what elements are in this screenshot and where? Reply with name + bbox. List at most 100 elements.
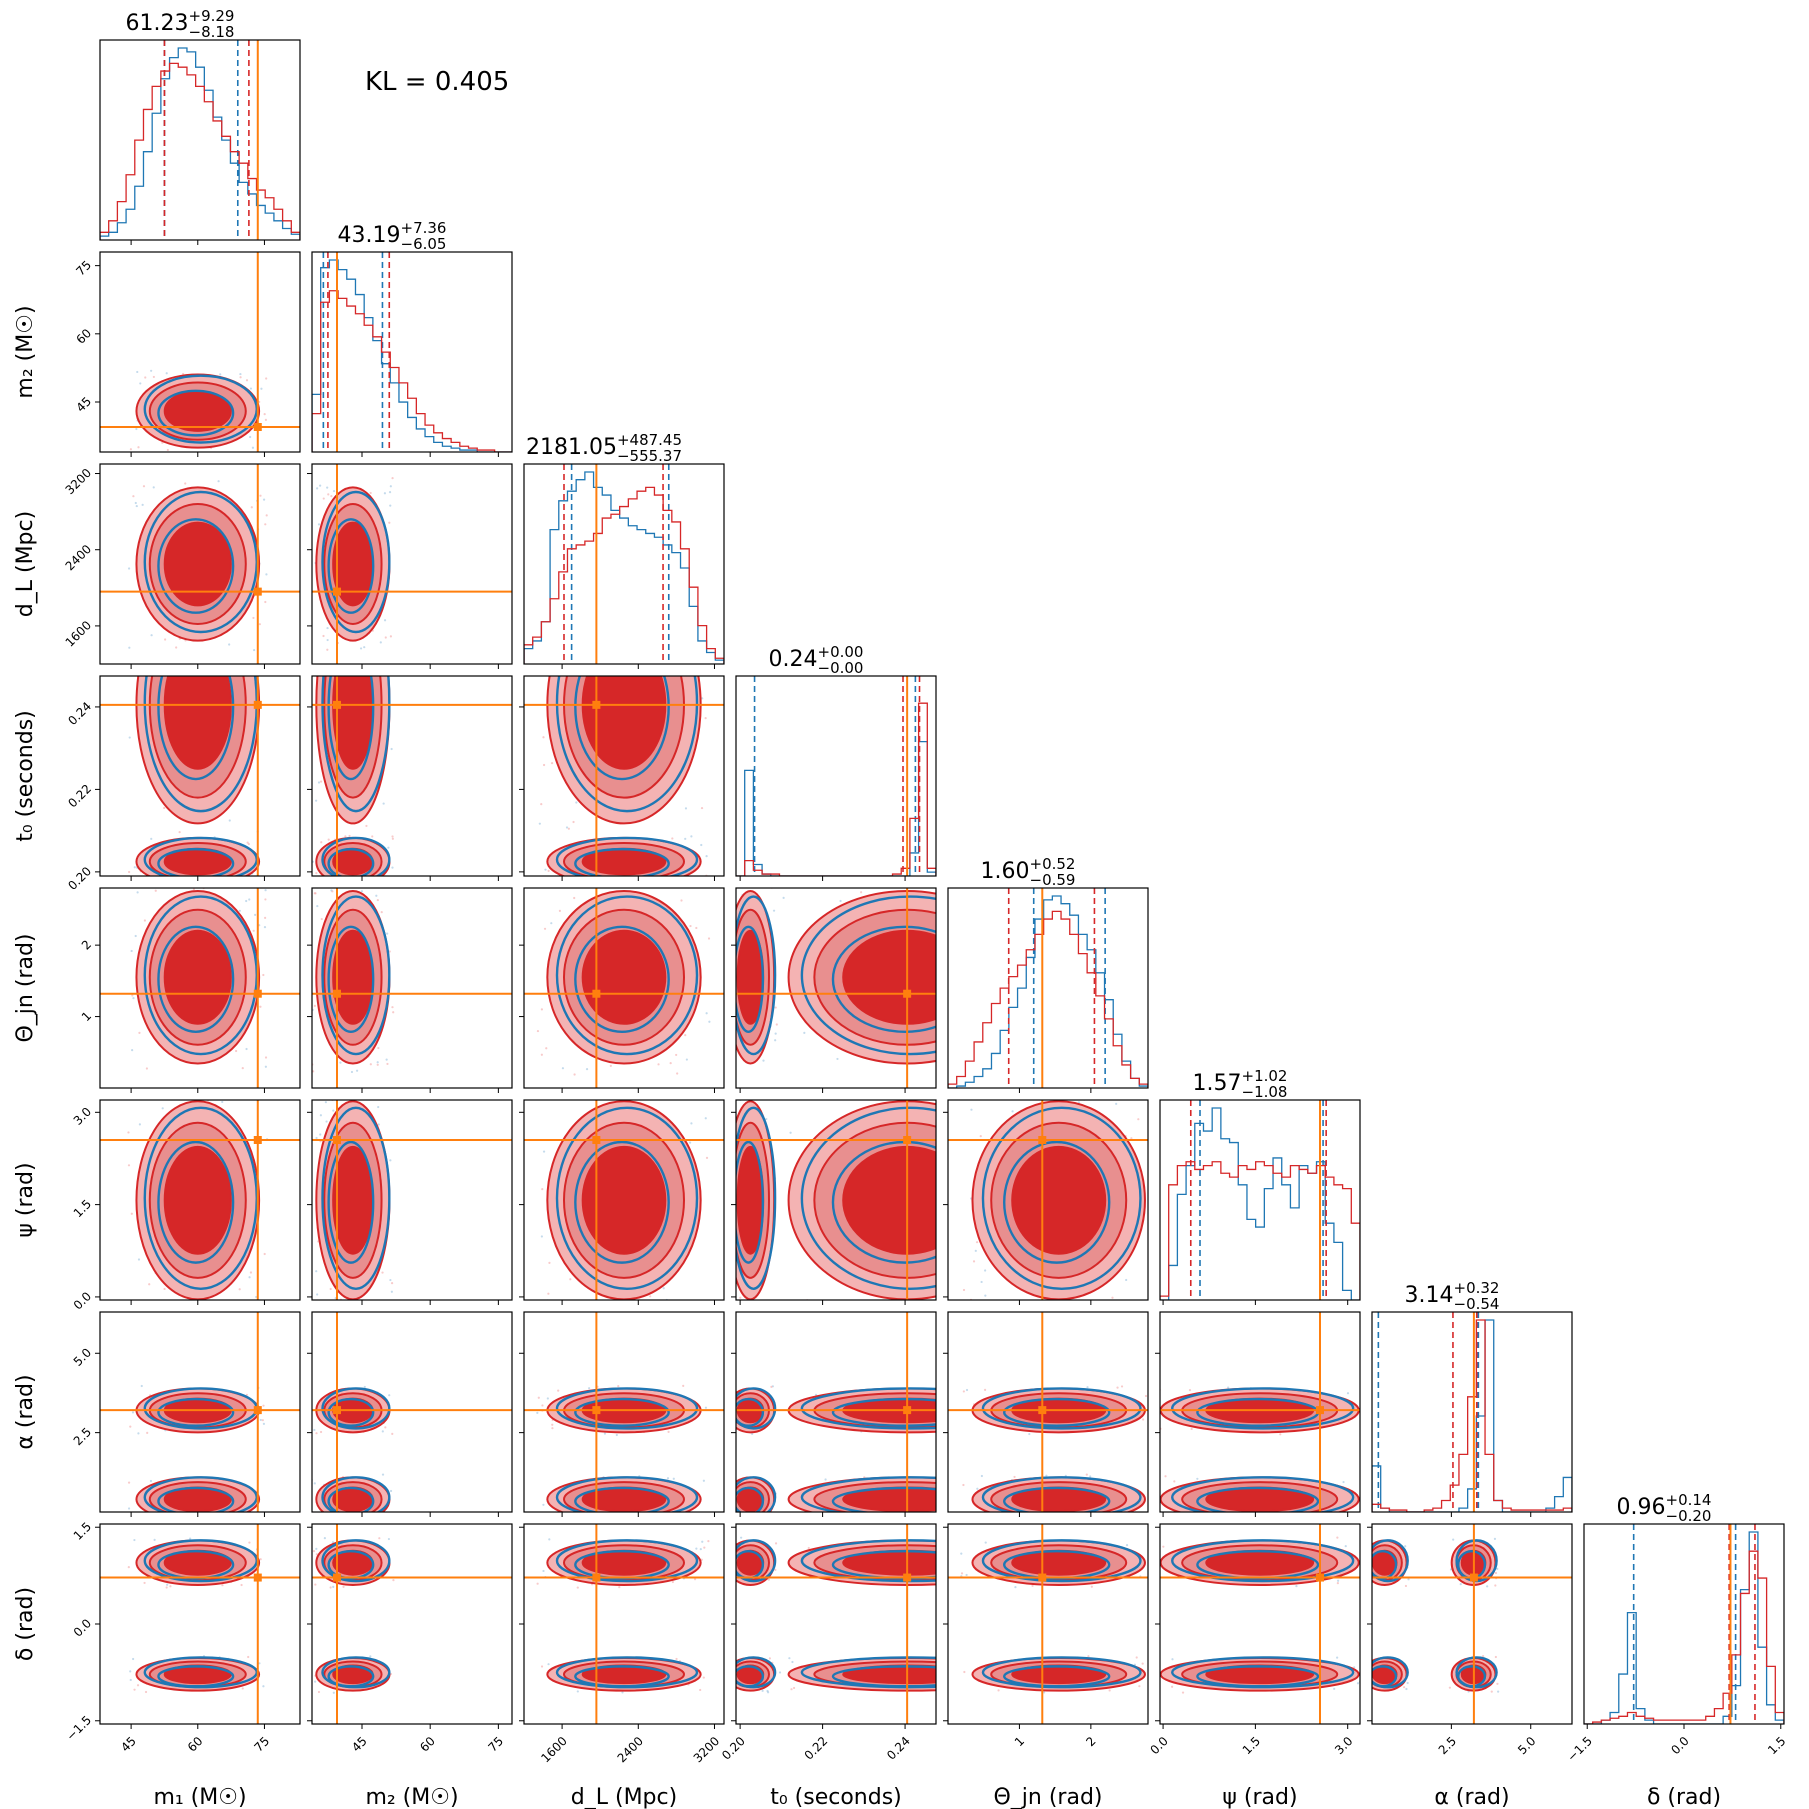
- sample-point: [1014, 988, 1016, 990]
- sample-point: [882, 882, 884, 884]
- sample-point: [1404, 1545, 1407, 1548]
- sample-point: [1152, 1676, 1154, 1678]
- sample-point: [731, 1046, 733, 1048]
- sample-point: [383, 492, 387, 495]
- sample-point: [731, 1096, 733, 1098]
- sample-point: [1369, 1683, 1371, 1685]
- y-axis-label-alpha: α (rad): [13, 1374, 38, 1449]
- contour-blue-inner: [157, 1397, 235, 1427]
- sample-point: [1336, 1582, 1339, 1585]
- sample-point: [1366, 1584, 1368, 1586]
- sample-point: [1141, 1662, 1144, 1665]
- hist-blue: [1584, 1531, 1784, 1724]
- sample-point: [885, 1521, 887, 1523]
- sample-point: [1361, 1577, 1363, 1579]
- y-tick-label: 1600: [63, 618, 94, 649]
- sample-point: [576, 1586, 579, 1589]
- sample-point: [987, 900, 989, 902]
- sample-point: [1227, 1386, 1230, 1389]
- sample-point: [348, 1093, 350, 1095]
- y-tick-label: 75: [73, 258, 94, 279]
- sample-point: [127, 1481, 131, 1484]
- sample-point: [980, 1474, 983, 1478]
- sample-point: [241, 1687, 244, 1690]
- sample-point: [738, 1517, 740, 1519]
- sample-point: [389, 1278, 392, 1282]
- contour-blue-outer: [1171, 1539, 1355, 1583]
- x-tick-label: 0.0: [1147, 1734, 1170, 1757]
- sample-point: [392, 594, 394, 596]
- contour-blue-inner: [1457, 1665, 1487, 1688]
- sample-point: [137, 1258, 141, 1261]
- truth-marker: [333, 1136, 341, 1144]
- panel-frame: [523, 675, 725, 877]
- sample-point: [380, 911, 383, 914]
- sample-point: [938, 1399, 940, 1401]
- sample-point: [695, 926, 698, 930]
- sample-point: [970, 1108, 973, 1111]
- contour-blue-inner: [157, 1486, 235, 1512]
- contour-blue-outer: [555, 1106, 699, 1290]
- panel-delta-m2: 45 60 75: [307, 1523, 513, 1755]
- sample-point: [615, 1433, 618, 1437]
- sample-point: [642, 882, 644, 884]
- sample-point: [1494, 1584, 1497, 1587]
- sample-point: [326, 638, 329, 642]
- sample-point: [133, 1538, 136, 1542]
- sample-point: [972, 1260, 976, 1263]
- x-tick-label: 0.24: [884, 1734, 913, 1763]
- sample-point: [330, 495, 333, 498]
- sample-point: [695, 1547, 698, 1550]
- contour-blue-outer: [555, 836, 699, 876]
- sample-point: [377, 1105, 380, 1109]
- hist-red: [312, 290, 512, 452]
- sample-point: [264, 418, 268, 421]
- sample-point: [1028, 1432, 1031, 1436]
- sample-point: [148, 1283, 151, 1286]
- sample-point: [1013, 1475, 1016, 1479]
- sample-point: [1171, 1658, 1174, 1661]
- sample-point: [217, 480, 220, 483]
- sample-point: [657, 1063, 660, 1066]
- sample-point: [542, 763, 546, 767]
- sample-point: [375, 1516, 377, 1518]
- sample-point: [207, 879, 209, 881]
- sample-point: [204, 885, 206, 887]
- contour-blue-inner: [327, 925, 375, 1033]
- x-tick-label: 0.20: [719, 1734, 748, 1763]
- sample-point: [1058, 1520, 1060, 1522]
- sample-point: [690, 835, 693, 838]
- sample-point: [740, 1536, 743, 1539]
- panel-dl-m1: 1600 2400 3200: [63, 463, 301, 669]
- sample-point: [343, 881, 345, 883]
- contour-blue-inner: [831, 925, 936, 1033]
- hist-red: [1372, 1319, 1572, 1512]
- sample-point: [129, 1678, 132, 1682]
- contour-blue-inner: [574, 676, 670, 781]
- sample-point: [543, 927, 547, 930]
- contour-blue-inner: [1372, 1665, 1398, 1688]
- sample-point: [379, 641, 382, 644]
- panel-delta-dl: 1600 2400 3200: [519, 1523, 725, 1765]
- median-title-m2: 43.19+7.36: [338, 219, 447, 248]
- sample-point: [375, 1515, 377, 1517]
- sample-point: [392, 1579, 395, 1582]
- truth-marker: [253, 423, 262, 431]
- sample-point: [689, 924, 692, 928]
- sample-point: [613, 1519, 615, 1521]
- sample-point: [327, 838, 330, 841]
- sample-point: [1405, 1687, 1408, 1691]
- sample-point: [316, 1293, 319, 1296]
- contour-blue-inner: [327, 847, 375, 876]
- contour-blue-inner: [327, 1665, 375, 1688]
- sample-point: [390, 647, 392, 649]
- sample-point: [221, 1584, 224, 1587]
- sample-point: [1116, 1386, 1119, 1389]
- contour-blue-outer: [800, 895, 936, 1056]
- sample-point: [326, 648, 329, 651]
- sample-point: [249, 387, 253, 390]
- sample-point: [168, 1092, 170, 1094]
- sample-point: [1138, 1685, 1141, 1688]
- sample-point: [700, 843, 703, 847]
- sample-point: [323, 1537, 326, 1540]
